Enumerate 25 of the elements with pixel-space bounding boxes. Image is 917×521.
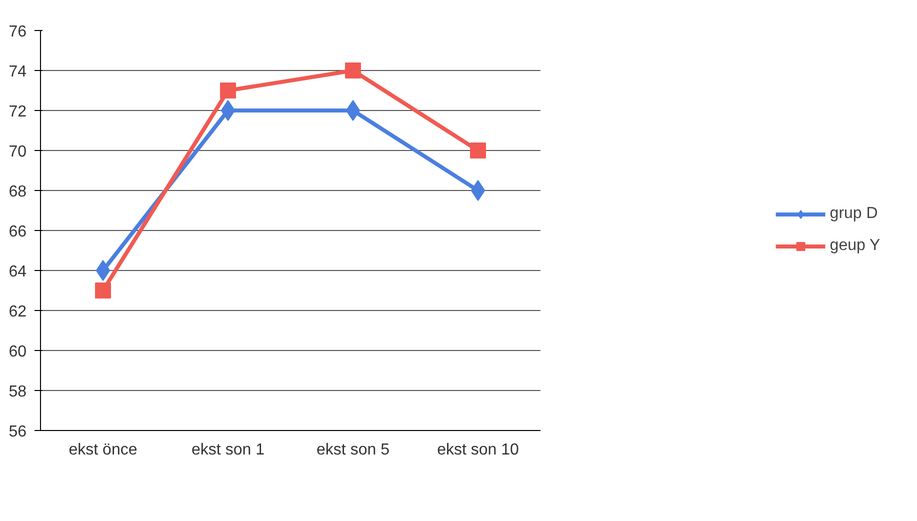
y-tick-label: 64 [8, 264, 27, 280]
x-tick-label: ekst son 1 [192, 442, 265, 458]
legend-label: grup D [830, 205, 878, 223]
y-tick-label: 74 [8, 64, 27, 80]
point [96, 260, 110, 281]
x-tick-label: ekst önce [68, 442, 138, 458]
y-tick-label: 56 [8, 424, 27, 440]
point [95, 282, 111, 298]
point [470, 180, 486, 201]
y-tick-label: 60 [8, 344, 27, 360]
y-tick-label: 72 [8, 104, 27, 120]
point [345, 62, 361, 78]
y-tick-label: 58 [8, 384, 27, 400]
y-tick-label: 68 [8, 184, 27, 200]
point [346, 100, 360, 121]
y-tick-label: 66 [8, 224, 27, 240]
y-tick-label: 76 [8, 24, 27, 40]
x-tick-label: ekst son 5 [316, 442, 390, 458]
x-tick-label: ekst son 10 [437, 442, 520, 458]
legend-label: geup Y [830, 237, 880, 255]
point [220, 100, 236, 121]
y-tick-label: 70 [8, 144, 27, 160]
point [220, 82, 236, 98]
point [470, 142, 486, 158]
y-tick-label: 62 [8, 304, 27, 320]
